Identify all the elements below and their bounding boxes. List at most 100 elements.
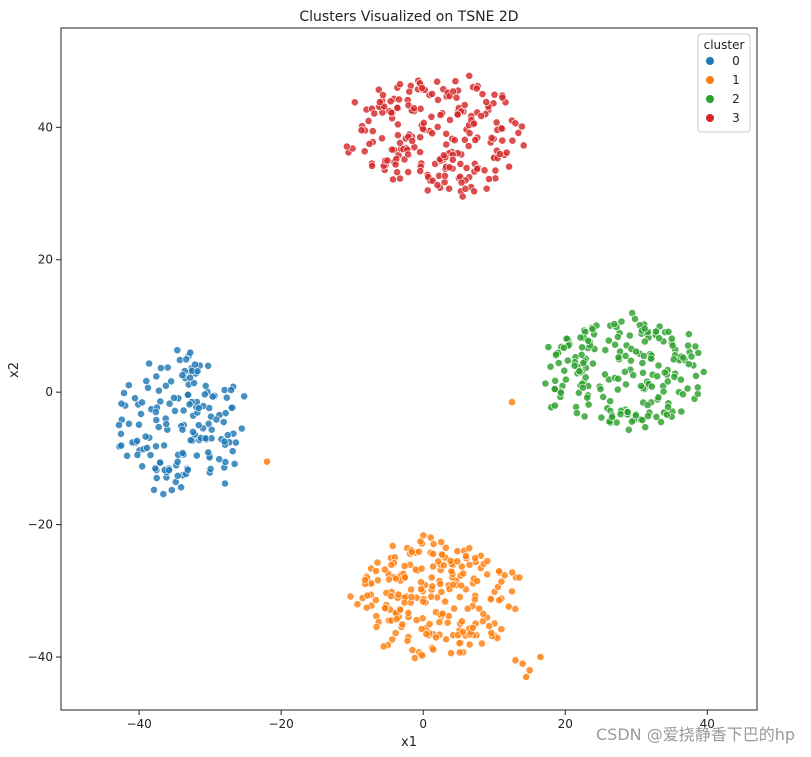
data-point (657, 418, 665, 426)
data-point (201, 434, 210, 443)
data-point (131, 394, 139, 403)
data-point (383, 156, 392, 165)
data-point (173, 346, 182, 355)
data-point (505, 162, 513, 171)
data-point (460, 135, 469, 144)
data-point (639, 352, 648, 360)
data-point (178, 449, 187, 457)
data-point (589, 359, 597, 368)
ticks-layer: −40 −20 0 20 40 −40 −20 0 20 40 (28, 120, 715, 731)
data-point (416, 133, 425, 142)
data-point (470, 119, 478, 128)
legend-label: 2 (732, 92, 740, 106)
data-point (133, 436, 141, 445)
data-point (560, 343, 568, 352)
data-point (152, 474, 161, 482)
data-point (407, 548, 416, 556)
data-point (379, 642, 388, 651)
data-point (450, 136, 459, 145)
data-point (417, 625, 426, 633)
data-point (374, 85, 383, 94)
data-point (627, 356, 635, 365)
data-point (614, 353, 623, 362)
data-point (631, 314, 639, 323)
data-point (475, 604, 483, 613)
data-point (350, 98, 359, 107)
data-point (458, 192, 467, 201)
data-point (485, 175, 493, 183)
data-point (604, 336, 613, 345)
data-point (342, 142, 351, 151)
watermark: CSDN @爱挠静香下巴的hp (596, 725, 795, 744)
data-point (115, 421, 123, 429)
data-point (396, 605, 405, 614)
data-point (201, 381, 210, 390)
data-point (437, 588, 446, 596)
data-point (614, 374, 623, 383)
data-point (525, 666, 534, 675)
data-point (644, 412, 652, 420)
data-point (219, 418, 228, 426)
data-point (371, 596, 380, 604)
data-point (577, 350, 586, 359)
data-point (146, 451, 155, 459)
data-point (641, 423, 650, 432)
data-point (200, 390, 209, 399)
data-point (433, 181, 442, 189)
data-point (639, 368, 647, 377)
data-point (473, 164, 481, 173)
data-point (518, 122, 526, 131)
data-point (417, 585, 425, 593)
data-point (427, 592, 436, 601)
data-point (428, 129, 437, 138)
data-point (546, 362, 555, 371)
data-point (167, 486, 176, 494)
data-point (464, 142, 473, 150)
data-point (640, 324, 649, 333)
data-point (165, 399, 174, 408)
data-point (483, 557, 492, 565)
data-point (416, 148, 424, 156)
x-axis-label: x1 (401, 735, 417, 750)
data-point (227, 386, 235, 394)
data-point (154, 386, 163, 395)
data-point (663, 410, 671, 419)
data-point (654, 361, 663, 370)
data-point (442, 635, 450, 644)
data-point (442, 140, 451, 149)
data-point (637, 382, 645, 390)
data-point (407, 593, 416, 601)
data-point (422, 630, 431, 638)
data-point (687, 352, 696, 361)
data-point (500, 571, 509, 580)
data-point (206, 464, 215, 473)
data-point (536, 653, 545, 661)
data-point (368, 161, 376, 170)
data-point (432, 633, 440, 642)
data-point (364, 117, 373, 125)
data-point (621, 351, 630, 360)
data-point (508, 136, 517, 145)
data-point (448, 155, 457, 164)
data-point (625, 331, 634, 340)
data-point (414, 547, 423, 556)
data-point (519, 141, 528, 150)
data-point (611, 340, 619, 349)
data-point (459, 569, 468, 578)
data-point (677, 375, 685, 384)
data-point (365, 139, 374, 148)
data-point (396, 138, 404, 147)
data-point (388, 542, 397, 550)
data-point (492, 118, 501, 127)
y-tick-label: 40 (38, 120, 53, 134)
data-point (416, 104, 425, 113)
data-point (143, 443, 151, 452)
data-point (120, 389, 128, 397)
data-point (169, 393, 178, 402)
data-point (490, 90, 499, 99)
data-point (145, 359, 153, 368)
data-point (381, 604, 389, 613)
data-point (663, 377, 672, 386)
data-point (207, 425, 216, 434)
